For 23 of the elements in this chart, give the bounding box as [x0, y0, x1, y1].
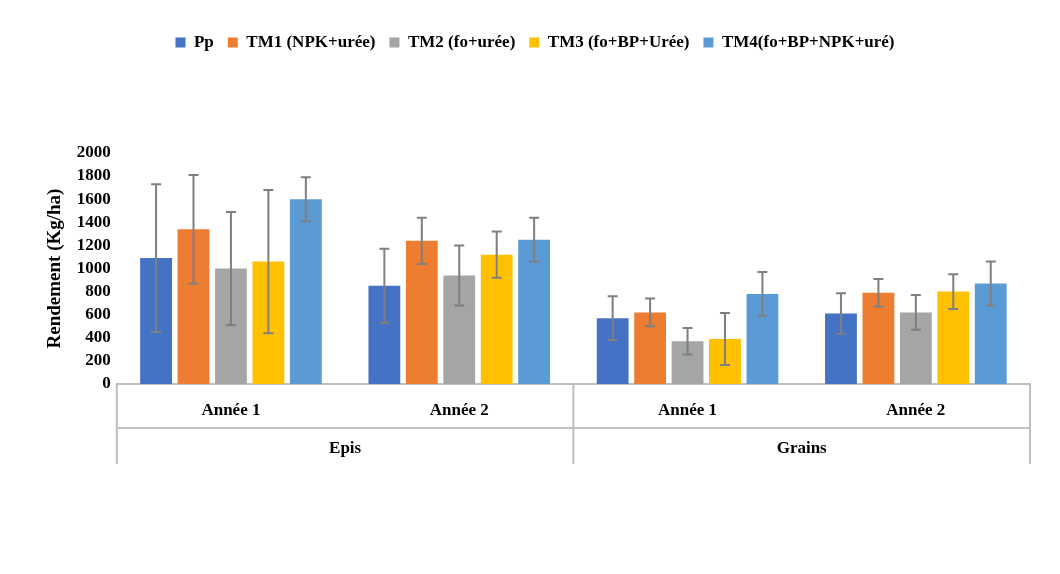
- y-tick-label: 800: [85, 280, 111, 300]
- y-tick-label: 400: [85, 327, 111, 347]
- text: Epis: [329, 438, 362, 458]
- legend-label: TM4(fo+BP+NPK+uré): [721, 31, 895, 51]
- legend-label: TM2 (fo+urée): [407, 31, 516, 51]
- y-tick-label: 0: [102, 373, 111, 393]
- y-tick-label: 600: [85, 304, 111, 324]
- x-tick-label: Année 1: [201, 400, 261, 420]
- y-tick-label: 1400: [76, 211, 111, 231]
- y-tick-label: 1200: [76, 234, 111, 254]
- y-tick-label: 200: [85, 350, 111, 370]
- x-tick-label: Année 2: [886, 400, 946, 420]
- legend-label: Pp: [193, 31, 214, 51]
- x-tick-label: Année 2: [429, 400, 489, 420]
- y-tick-label: 1000: [76, 257, 111, 277]
- x-tick-label: Année 1: [658, 400, 718, 420]
- legend-label: TM1 (NPK+urée): [246, 31, 376, 51]
- y-tick-label: 1600: [76, 188, 111, 208]
- legend-label: TM3 (fo+BP+Urée): [547, 31, 690, 51]
- y-axis-title: Rendement (Kg/ha): [43, 188, 66, 349]
- text: Grains: [776, 438, 828, 458]
- y-tick-label: 1800: [76, 165, 111, 185]
- y-tick-label: 2000: [76, 142, 111, 162]
